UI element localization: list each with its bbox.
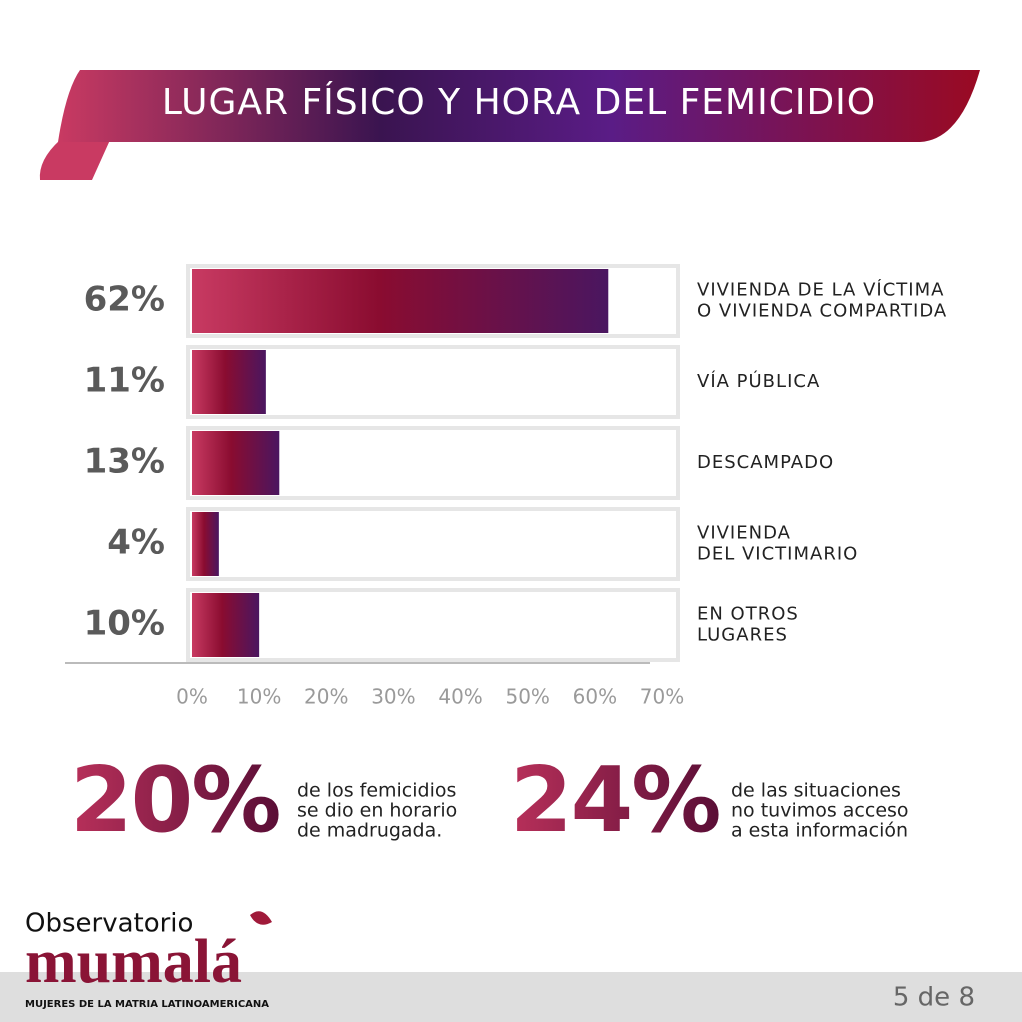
logo-tagline: MUJERES DE LA MATRIA LATINOAMERICANA [25,999,269,1010]
highlight-text: de los femicidios [297,780,456,802]
value-label: 4% [107,523,165,563]
bar [192,269,609,333]
highlight-text: a esta información [731,820,908,842]
highlight-text: no tuvimos acceso [731,800,909,822]
highlight-figure: 24% [510,748,719,853]
bar [192,593,260,657]
x-tick-label: 70% [640,685,684,709]
category-label: O VIVIENDA COMPARTIDA [697,301,947,322]
x-tick-label: 50% [505,685,549,709]
title: LUGAR FÍSICO Y HORA DEL FEMICIDIO [162,81,876,123]
value-label: 10% [84,604,165,644]
bar [192,350,266,414]
banner-tab [39,140,111,180]
value-label: 13% [84,442,165,482]
bar [192,512,219,576]
bar-track [186,588,680,662]
bar-track [186,507,680,581]
banner [58,70,980,142]
x-tick-label: 30% [371,685,415,709]
logo-name: mumalá [25,928,242,996]
footer-band [0,972,1022,1022]
category-label: LUGARES [697,625,788,646]
bar [192,431,280,495]
category-label: VÍA PÚBLICA [697,370,820,392]
x-tick-label: 0% [176,685,208,709]
category-label: VIVIENDA DE LA VÍCTIMA [697,279,944,301]
page-number: 5 de 8 [893,983,975,1013]
category-label: DESCAMPADO [697,452,834,473]
logo-top: Observatorio [25,909,193,939]
highlight-text: se dio en horario [297,800,457,822]
x-tick-label: 10% [237,685,281,709]
x-tick-label: 40% [438,685,482,709]
highlight-text: de madrugada. [297,820,442,842]
bar-track [186,345,680,419]
x-tick-label: 20% [304,685,348,709]
category-label: DEL VICTIMARIO [697,544,858,565]
category-label: EN OTROS [697,604,799,625]
highlight-text: de las situaciones [731,780,901,802]
value-label: 11% [84,361,165,401]
highlight-figure: 20% [70,748,279,853]
x-tick-label: 60% [573,685,617,709]
value-label: 62% [84,280,165,320]
logo-leaf [250,911,272,925]
category-label: VIVIENDA [697,523,791,544]
